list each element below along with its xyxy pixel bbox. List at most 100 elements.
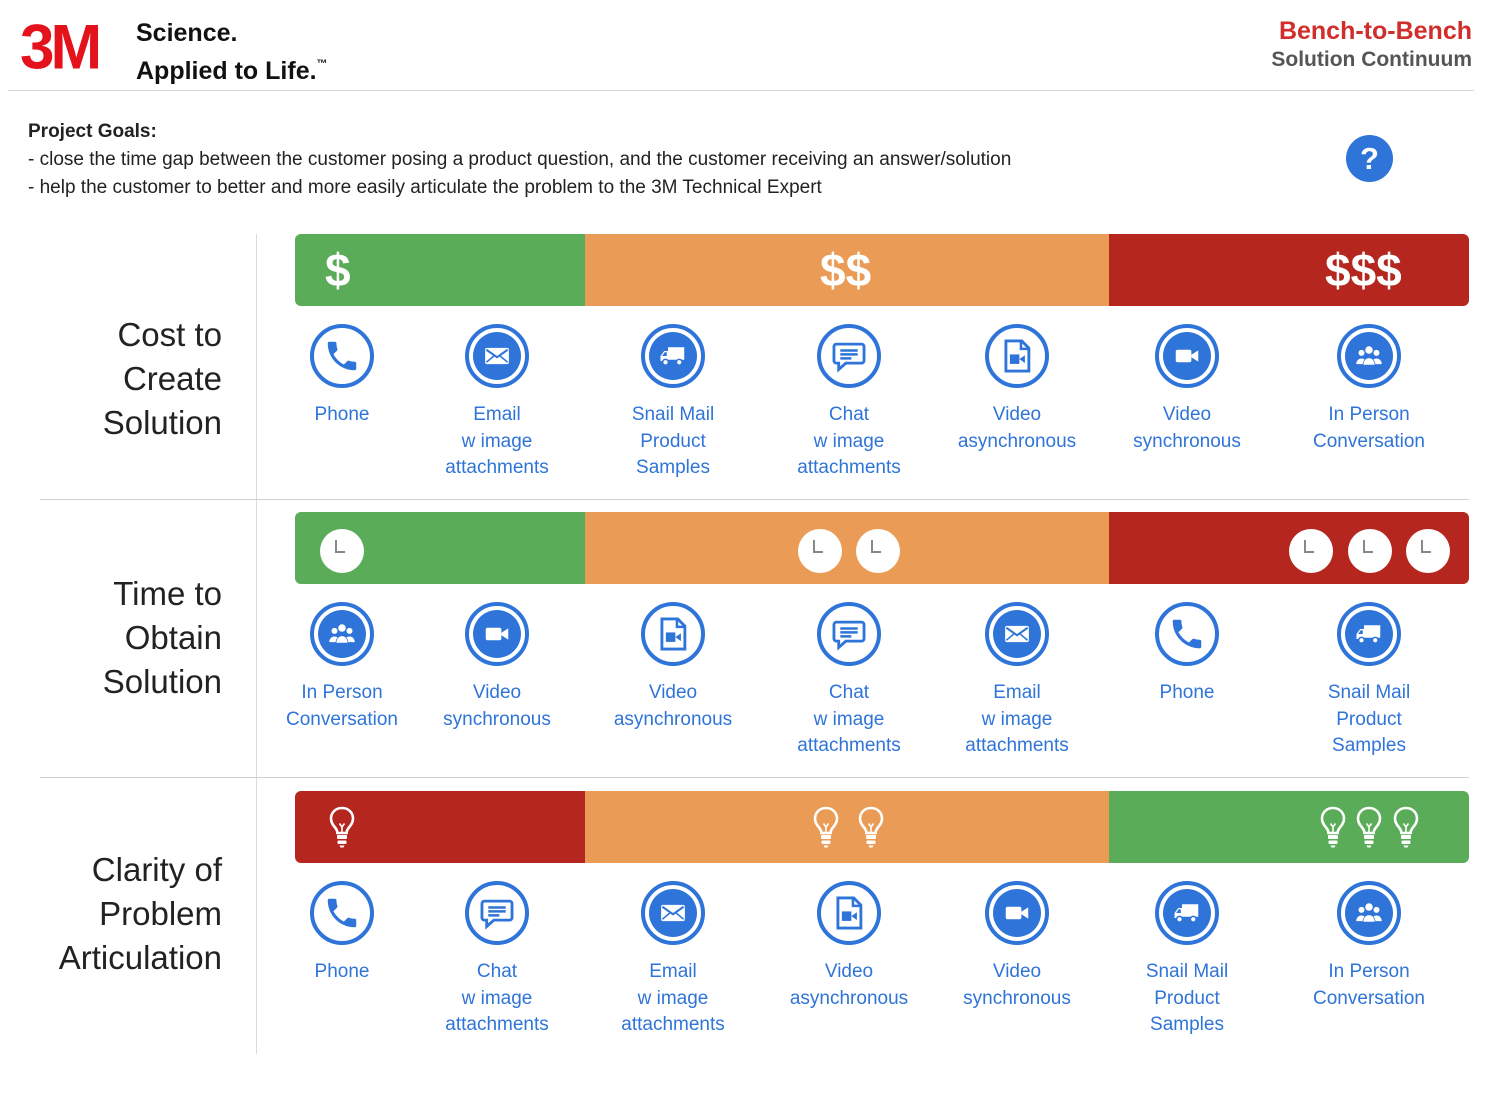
channel-label-line: asynchronous xyxy=(613,708,733,730)
channel-in-person-conversation[interactable]: In Person Conversation xyxy=(1281,881,1457,1012)
truck-icon-fill xyxy=(649,332,697,380)
chat-icon xyxy=(817,324,881,388)
channel-email-w-image-attachments[interactable]: Email w image attachments xyxy=(409,324,585,482)
channel-email-w-image-attachments[interactable]: Email w image attachments xyxy=(929,602,1105,760)
email-icon xyxy=(641,881,705,945)
project-goal-item: - help the customer to better and more e… xyxy=(28,177,822,198)
channel-video-synchronous[interactable]: Video synchronous xyxy=(409,602,585,733)
dollar-marker: $ xyxy=(325,244,351,296)
scale-segment-red xyxy=(295,791,585,863)
tagline-line-2-text: Applied to Life. xyxy=(136,57,317,85)
channel-label: In Person Conversation xyxy=(254,680,430,733)
channel-label: Video synchronous xyxy=(929,959,1105,1012)
channel-label-line: Video xyxy=(992,404,1042,425)
channel-label-line: Email xyxy=(993,682,1041,703)
tagline: Science. Applied to Life.™ xyxy=(136,18,328,87)
brand-subtitle: Solution Continuum xyxy=(1271,48,1472,71)
lightbulb-icon xyxy=(1318,805,1348,849)
tagline-line-1: Science. xyxy=(136,19,238,47)
channel-snail-mail-product-samples[interactable]: Snail Mail Product Samples xyxy=(1099,881,1275,1039)
channel-video-synchronous[interactable]: Video synchronous xyxy=(1099,324,1275,455)
channel-chat-w-image-attachments[interactable]: Chat w image attachments xyxy=(409,881,585,1039)
video-camera-icon xyxy=(465,602,529,666)
row-label-line: Solution xyxy=(102,404,222,441)
channel-label-line: In Person xyxy=(1328,961,1410,982)
channel-label-line: Conversation xyxy=(286,708,398,730)
chat-icon xyxy=(817,602,881,666)
people-icon-fill xyxy=(1345,332,1393,380)
row-label-line: Problem xyxy=(99,895,222,932)
project-goal-item: - close the time gap between the custome… xyxy=(28,149,1012,170)
lightbulb-icon xyxy=(1391,805,1421,849)
trademark-mark: ™ xyxy=(316,58,328,70)
channel-label-line: Samples xyxy=(636,457,710,478)
channel-label-line: attachments xyxy=(621,1014,725,1035)
channel-chat-w-image-attachments[interactable]: Chat w image attachments xyxy=(761,602,937,760)
scale-segment-orange xyxy=(585,791,1109,863)
video-camera-icon-fill xyxy=(993,889,1041,937)
scale-segment-green xyxy=(295,234,585,306)
row-label: Clarity of Problem Articulation xyxy=(20,848,222,980)
channel-label: Chat w image attachments xyxy=(761,402,937,482)
scale-segment-green xyxy=(1109,791,1469,863)
channel-label-line: Chat xyxy=(476,961,518,982)
channel-label-line: Snail Mail xyxy=(1327,682,1411,703)
video-camera-icon-fill xyxy=(1163,332,1211,380)
project-goals: Project Goals: - close the time gap betw… xyxy=(28,118,1011,202)
truck-icon-fill xyxy=(1163,889,1211,937)
channel-label-line: Conversation xyxy=(1313,987,1425,1009)
channel-phone[interactable]: Phone xyxy=(254,324,430,429)
channel-label: Snail Mail Product Samples xyxy=(1099,959,1275,1039)
chat-icon xyxy=(465,881,529,945)
channel-label-line: w image xyxy=(461,987,533,1009)
channel-label-line: Conversation xyxy=(1313,430,1425,452)
channel-snail-mail-product-samples[interactable]: Snail Mail Product Samples xyxy=(1281,602,1457,760)
channel-label-line: Product xyxy=(1336,708,1402,730)
row-label-line: Articulation xyxy=(58,939,222,976)
channel-label-line: Product xyxy=(640,430,706,452)
channel-label-line: synchronous xyxy=(963,987,1071,1009)
email-icon xyxy=(985,602,1049,666)
header-divider xyxy=(8,90,1474,91)
video-file-icon xyxy=(985,324,1049,388)
channel-phone[interactable]: Phone xyxy=(1099,602,1275,707)
channel-label: Chat w image attachments xyxy=(409,959,585,1039)
channel-video-asynchronous[interactable]: Video asynchronous xyxy=(761,881,937,1012)
video-camera-icon-fill xyxy=(473,610,521,658)
channel-video-synchronous[interactable]: Video synchronous xyxy=(929,881,1105,1012)
row-label: Cost to Create Solution xyxy=(20,313,222,445)
channel-video-asynchronous[interactable]: Video asynchronous xyxy=(929,324,1105,455)
channel-label: Chat w image attachments xyxy=(761,680,937,760)
channel-snail-mail-product-samples[interactable]: Snail Mail Product Samples xyxy=(585,324,761,482)
channel-label-line: In Person xyxy=(1328,404,1410,425)
channel-in-person-conversation[interactable]: In Person Conversation xyxy=(254,602,430,733)
channel-label-line: asynchronous xyxy=(957,430,1077,452)
channel-phone[interactable]: Phone xyxy=(254,881,430,986)
channel-label-line: asynchronous xyxy=(789,987,909,1009)
channel-chat-w-image-attachments[interactable]: Chat w image attachments xyxy=(761,324,937,482)
brand-title: Bench-to-Bench xyxy=(1278,17,1472,45)
channel-label: Snail Mail Product Samples xyxy=(585,402,761,482)
brand-title-block: Bench-to-Bench Solution Continuum xyxy=(1271,16,1472,74)
channel-label: Video asynchronous xyxy=(929,402,1105,455)
channel-label-line: attachments xyxy=(965,735,1069,756)
channel-label-line: Phone xyxy=(314,404,370,425)
people-icon xyxy=(310,602,374,666)
clock-icon xyxy=(1406,529,1450,573)
people-icon xyxy=(1337,881,1401,945)
channel-label-line: Samples xyxy=(1150,1014,1224,1035)
channel-email-w-image-attachments[interactable]: Email w image attachments xyxy=(585,881,761,1039)
channel-label-line: w image xyxy=(637,987,709,1009)
channel-label-line: synchronous xyxy=(1133,430,1241,452)
truck-icon xyxy=(1337,602,1401,666)
channel-video-asynchronous[interactable]: Video asynchronous xyxy=(585,602,761,733)
dollar-marker: $$ xyxy=(820,244,872,296)
lightbulb-icon xyxy=(856,805,886,849)
channel-in-person-conversation[interactable]: In Person Conversation xyxy=(1281,324,1457,455)
channel-label-line: attachments xyxy=(797,457,901,478)
channel-label-line: Product xyxy=(1154,987,1220,1009)
channel-label-line: w image xyxy=(813,430,885,452)
help-button[interactable]: ? xyxy=(1346,135,1393,182)
clock-icon xyxy=(320,529,364,573)
people-icon-fill xyxy=(1345,889,1393,937)
